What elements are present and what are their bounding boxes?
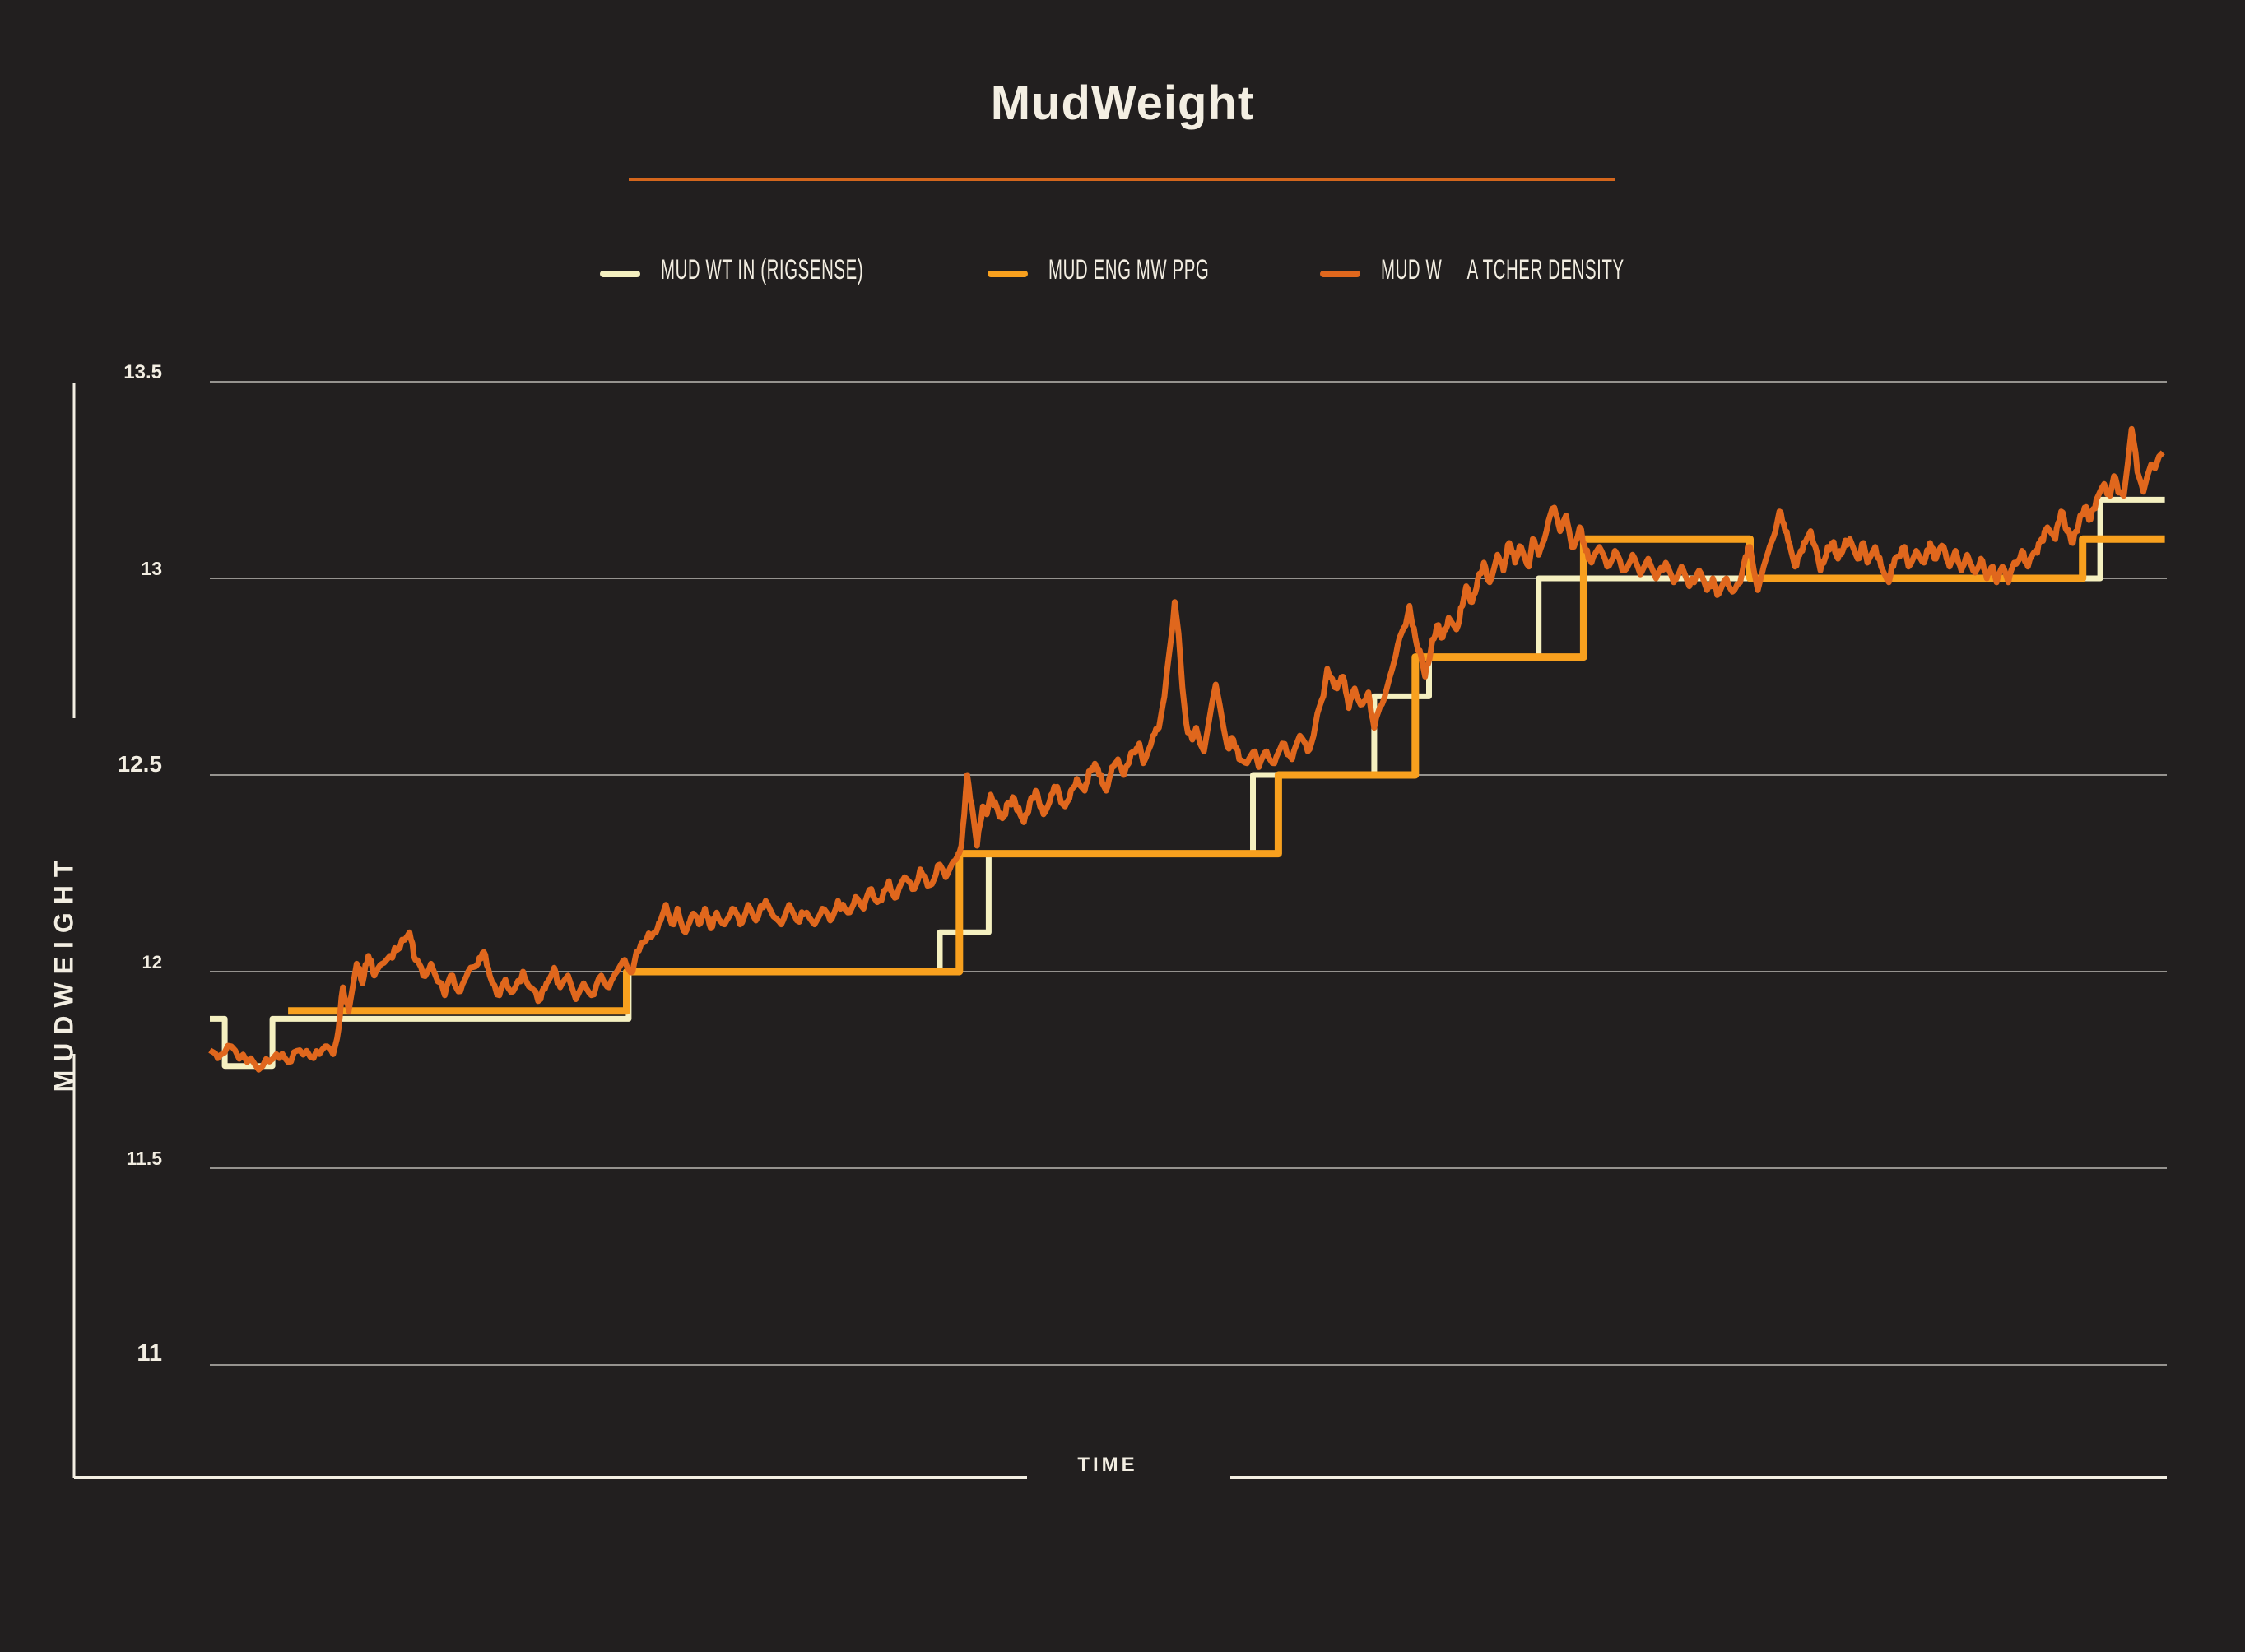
title-separator-line <box>629 178 1615 181</box>
series-mud-eng-mw-ppg <box>288 535 2165 1015</box>
legend-swatch-mud-watcher-density <box>1320 271 1360 277</box>
y-tick-13-5: 13.5 <box>123 361 162 383</box>
y-tick-11: 11 <box>137 1340 162 1367</box>
y-tick-13: 13 <box>141 558 162 579</box>
y-tick-12-5: 12.5 <box>117 751 163 777</box>
legend-label-mud-watcher-density: MUD W A TCHER DENSITY <box>1381 254 1624 285</box>
y-tick-12: 12 <box>142 952 162 972</box>
legend-label-mud-eng-mw-ppg: MUD ENG MW PPG <box>1048 254 1210 285</box>
legend-label-mud-wt-in: MUD WT IN (RIGSENSE) <box>661 254 864 285</box>
y-tick-11-5: 11.5 <box>126 1148 163 1169</box>
legend-swatch-mud-eng-mw-ppg <box>988 271 1028 277</box>
page-title: MudWeight <box>990 77 1255 130</box>
x-axis-title: TIME <box>1077 1454 1138 1476</box>
legend-swatch-mud-wt-in <box>600 271 640 277</box>
series-mud-w-a-tcher-density <box>208 425 2165 1073</box>
